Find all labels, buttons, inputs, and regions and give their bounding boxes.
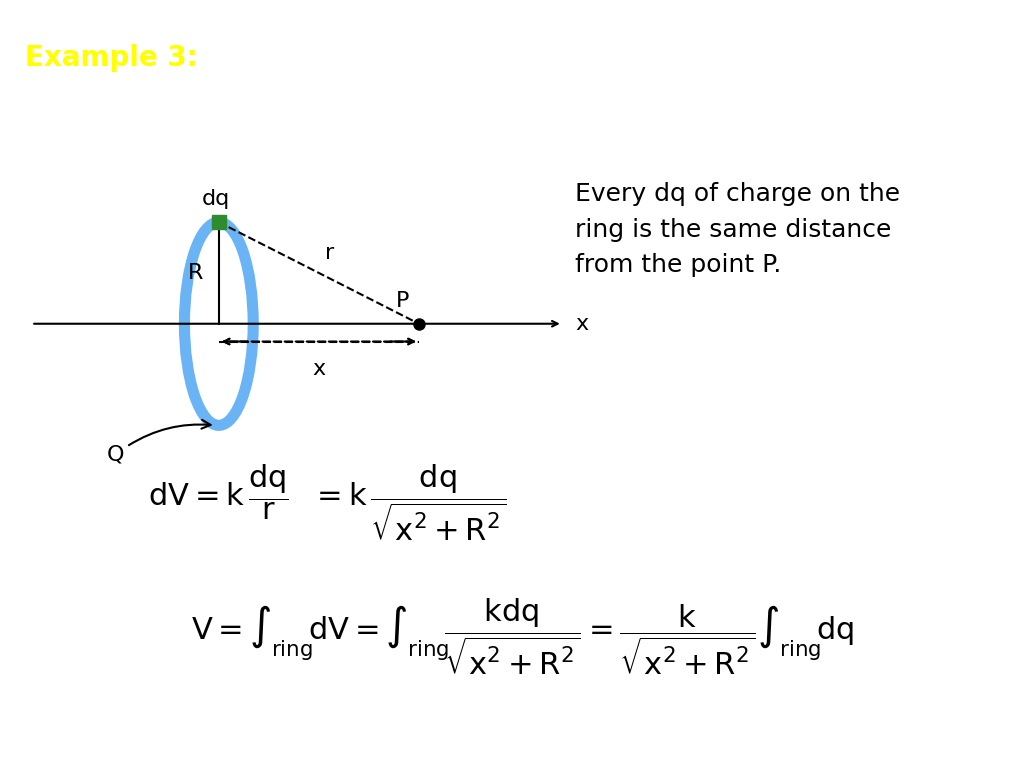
Text: axis of the ring.: axis of the ring. [26,136,243,164]
Text: R: R [187,263,203,283]
Text: Example 3:: Example 3: [26,45,199,72]
Text: charged ring of radius R and total charge Q at a point P on the: charged ring of radius R and total charg… [26,93,894,121]
Text: Find the electric potential due to a uniformly: Find the electric potential due to a uni… [196,45,815,72]
Text: $\mathrm{dV = k\,\dfrac{dq}{r}\ \ = k\,\dfrac{dq}{\sqrt{x^2 + R^2}}}$: $\mathrm{dV = k\,\dfrac{dq}{r}\ \ = k\,\… [148,462,507,544]
Text: $\mathrm{V = \int_{ring}\!dV = \int_{ring}\!\dfrac{kdq}{\sqrt{x^2+R^2}} = \dfrac: $\mathrm{V = \int_{ring}\!dV = \int_{rin… [190,597,854,678]
Text: Q: Q [106,420,211,465]
Text: x: x [575,314,589,334]
Text: Every dq of charge on the
ring is the same distance
from the point P.: Every dq of charge on the ring is the sa… [575,182,901,277]
Text: x: x [312,359,326,379]
Text: dq: dq [202,190,229,210]
Text: r: r [325,243,335,263]
Text: P: P [396,291,410,311]
